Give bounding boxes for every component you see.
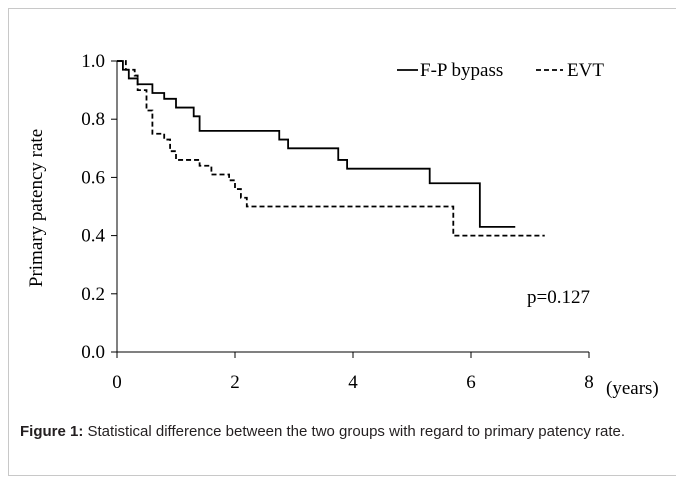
y-tick-label: 0.6	[81, 167, 105, 188]
figure-caption: Figure 1: Statistical difference between…	[20, 422, 660, 442]
y-tick-label: 0.0	[81, 342, 105, 363]
y-axis-label: Primary patency rate	[26, 129, 47, 287]
axes	[111, 60, 590, 358]
legend: F-P bypass EVT	[397, 60, 604, 81]
y-tick-label: 1.0	[81, 51, 105, 72]
kaplan-meier-chart: 0.0 0.2 0.4 0.6 0.8 1.0 0 2 4 6 8 F-P bypass EVT Pr…	[26, 51, 659, 399]
legend-item-evt-label: EVT	[567, 60, 604, 81]
legend-item-fp-bypass-label: F-P bypass	[420, 60, 503, 81]
tick-labels: 0.0 0.2 0.4 0.6 0.8 1.0 0 2 4 6 8	[81, 51, 594, 393]
y-tick-label: 0.2	[81, 284, 105, 305]
series-line-fp-bypass	[117, 60, 516, 228]
x-tick-label: 8	[584, 372, 594, 393]
x-tick-label: 2	[230, 372, 240, 393]
p-value-annotation: p=0.127	[527, 287, 590, 308]
caption-text: Statistical difference between the two g…	[83, 423, 626, 440]
series-group	[117, 60, 545, 237]
figure-frame	[8, 8, 676, 476]
x-tick-label: 0	[112, 372, 122, 393]
x-tick-label: 6	[466, 372, 476, 393]
series-line-evt	[117, 60, 545, 237]
caption-label: Figure 1:	[20, 423, 84, 440]
y-tick-label: 0.4	[81, 226, 105, 247]
x-axis-unit-label: (years)	[606, 378, 659, 399]
x-tick-label: 4	[348, 372, 358, 393]
y-tick-label: 0.8	[81, 109, 105, 130]
